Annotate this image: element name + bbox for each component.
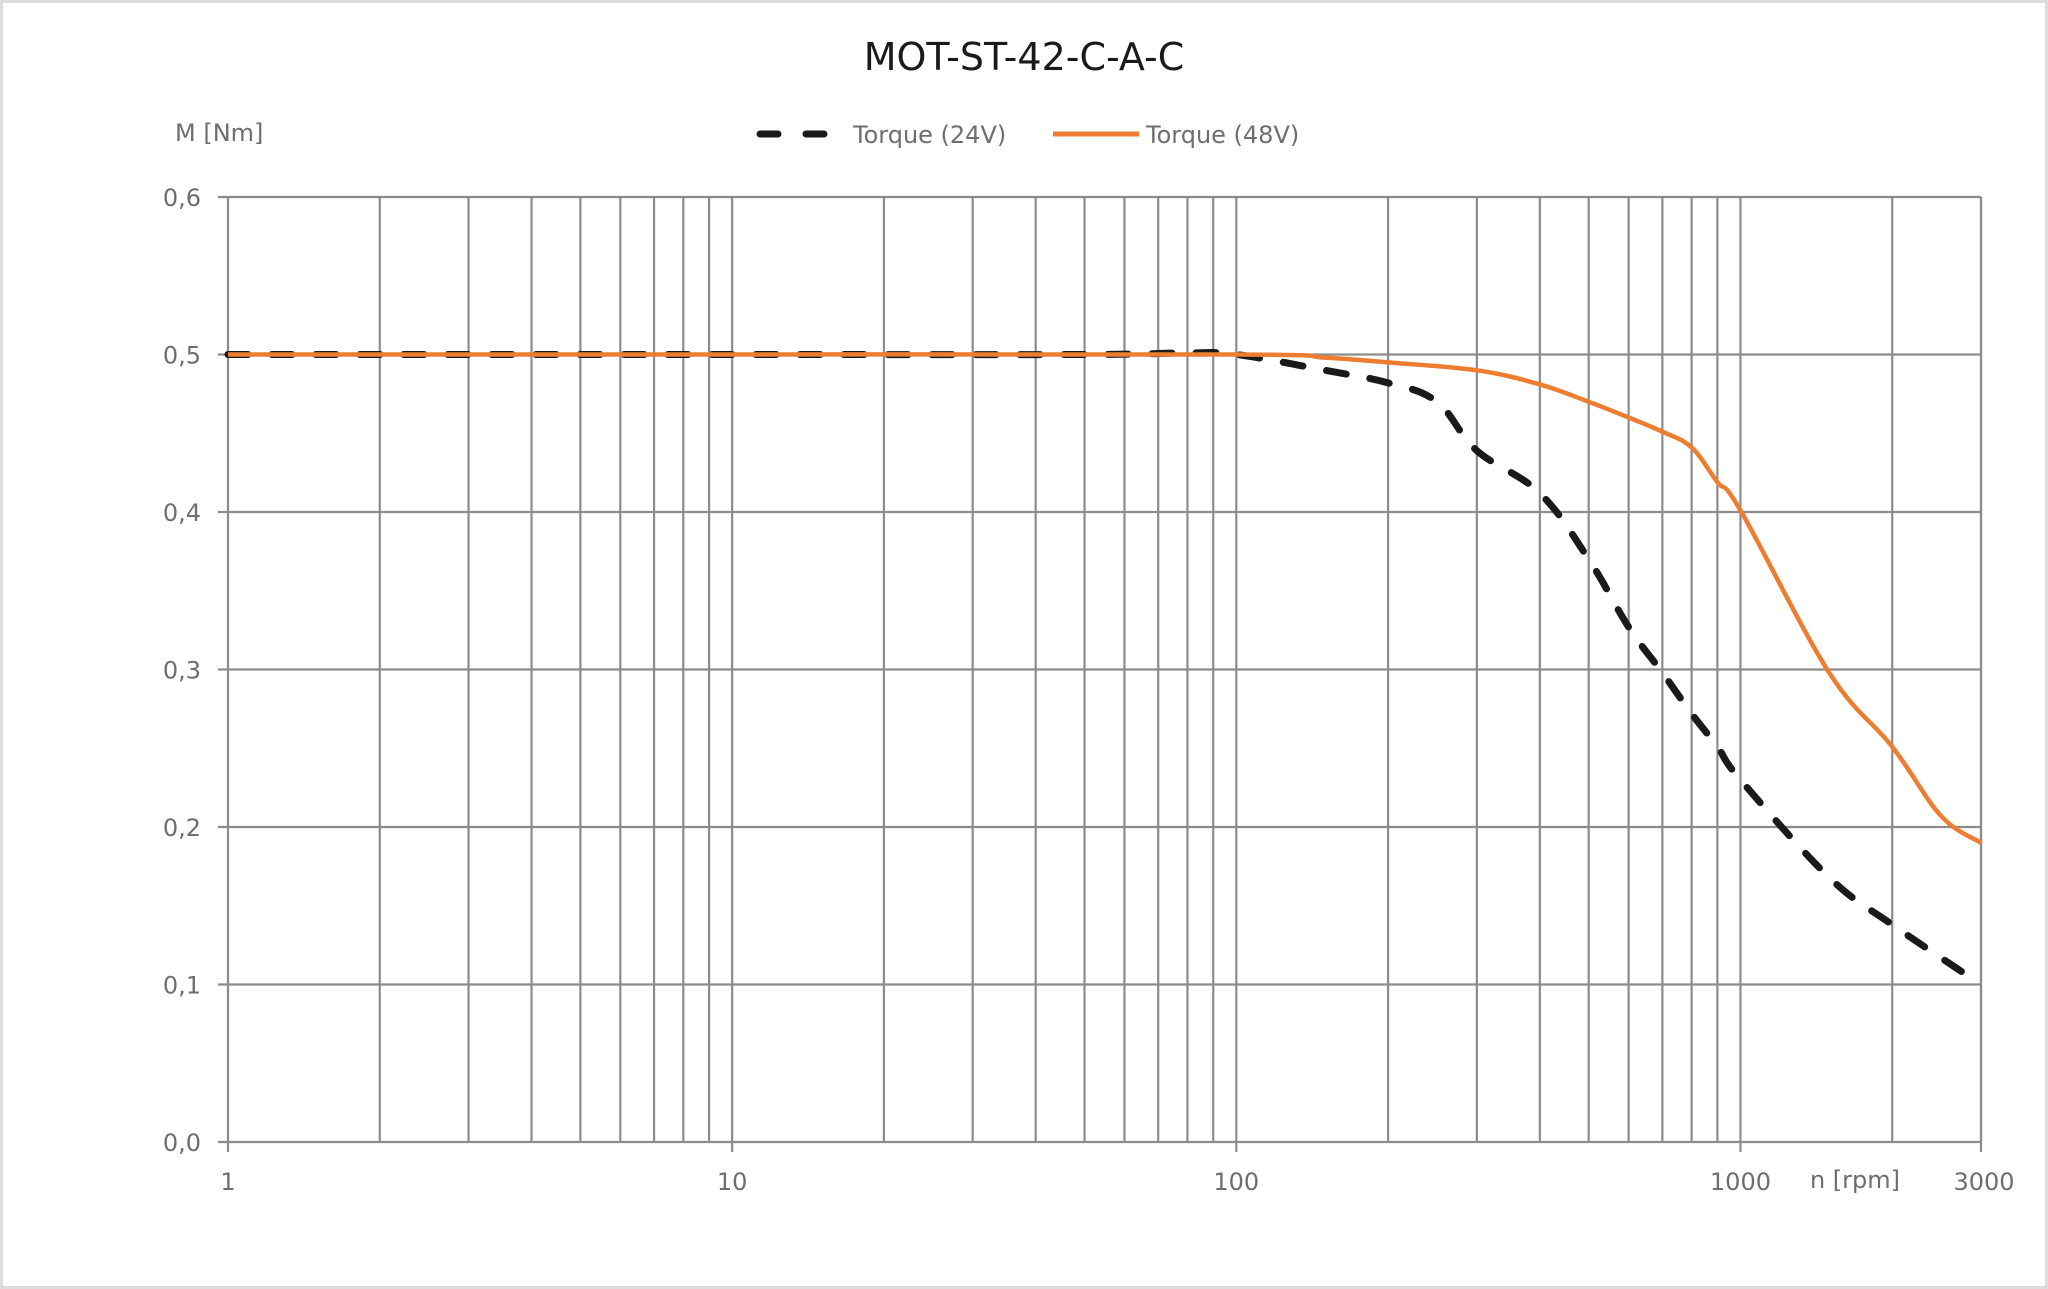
x-axis-title: n [rpm] [1810,1166,1900,1194]
x-tick-label: 1000 [1710,1168,1771,1196]
x-tick-label: 10 [717,1168,748,1196]
gridlines [218,195,1983,1144]
y-tick-label: 0,1 [163,972,201,1000]
y-tick-label: 0,2 [163,814,201,842]
y-tick-label: 0,5 [163,342,201,370]
legend-label-48v: Torque (48V) [1145,121,1299,149]
legend-label-24v: Torque (24V) [852,121,1006,149]
x-tick-label: 1 [220,1168,235,1196]
x-tick-label: 3000 [1953,1168,2014,1196]
plot-series [224,349,1985,988]
y-tick-label: 0,0 [163,1129,201,1157]
y-axis-title: M [Nm] [175,119,263,147]
x-tick-label: 100 [1213,1168,1259,1196]
y-tick-label: 0,6 [163,184,201,212]
chart-title: MOT-ST-42-C-A-C [864,35,1185,79]
y-axis-ticks: 0,0 0,1 0,2 0,3 0,4 0,5 0,6 [163,184,201,1157]
legend: Torque (24V) Torque (48V) [756,121,1299,149]
series-line-48v [228,351,1983,845]
legend-item-24v[interactable]: Torque (24V) [756,121,1006,149]
y-tick-label: 0,4 [163,499,201,527]
series-line-24v [224,349,1985,988]
y-tick-label: 0,3 [163,657,201,685]
legend-item-48v[interactable]: Torque (48V) [1053,121,1299,149]
x-axis-ticks: 1 10 100 1000 3000 [220,1142,2015,1196]
